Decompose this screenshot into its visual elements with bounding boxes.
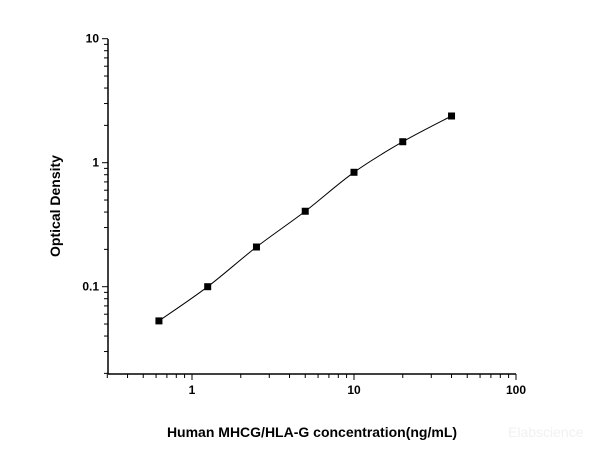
fit-curve-group: [158, 115, 452, 322]
data-point: [252, 243, 260, 251]
data-point: [155, 317, 163, 325]
x-tick-label: 100: [506, 383, 526, 397]
data-point: [448, 112, 456, 120]
x-tick-label: 1: [189, 383, 196, 397]
axes: 1 10 100 0.1 1 10: [82, 32, 526, 397]
data-point: [350, 168, 358, 176]
data-point: [301, 207, 309, 215]
fit-curve: [158, 115, 452, 322]
y-tick-label: 1: [92, 156, 99, 170]
y-axis-title: Optical Density: [47, 155, 63, 257]
data-point: [399, 138, 407, 146]
y-tick-label: 10: [86, 32, 100, 46]
data-point: [204, 283, 212, 291]
watermark: Elabscience: [508, 424, 584, 440]
x-tick-label: 10: [347, 383, 361, 397]
y-tick-label: 0.1: [82, 280, 99, 294]
data-points: [155, 112, 456, 325]
x-axis-title: Human MHCG/HLA-G concentration(ng/mL): [167, 424, 457, 440]
